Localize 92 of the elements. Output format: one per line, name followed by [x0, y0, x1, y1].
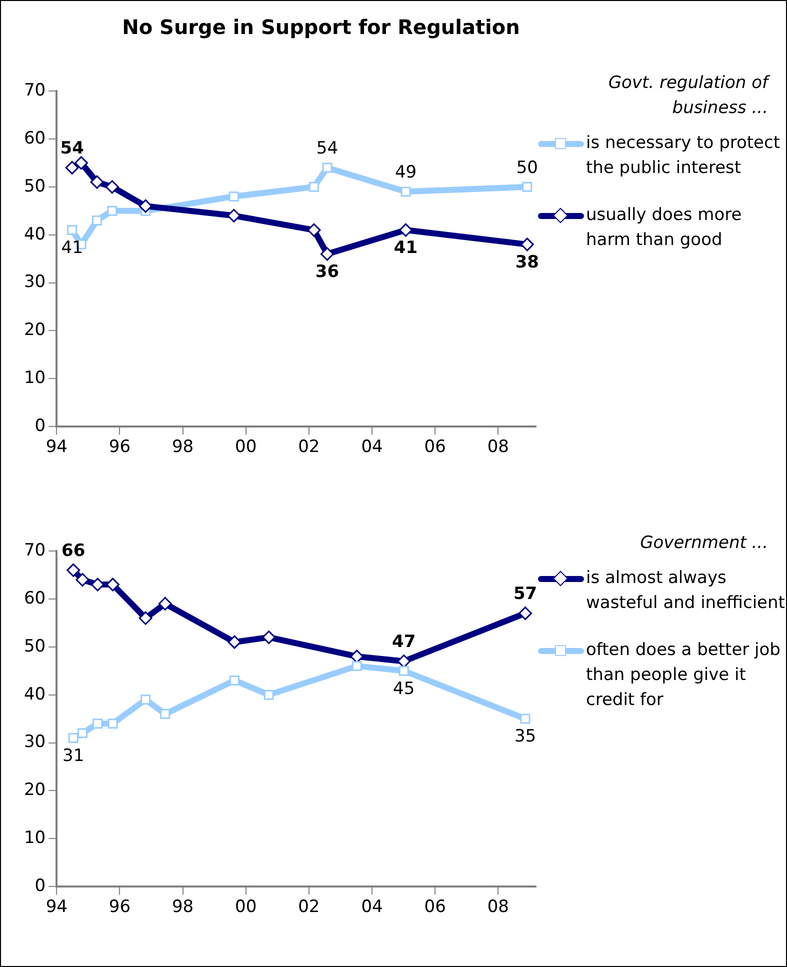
point [67, 225, 78, 236]
y-tick-label: 60 [24, 588, 46, 608]
y-tick-label: 30 [24, 732, 46, 752]
point [65, 160, 79, 174]
point [350, 650, 364, 664]
x-tick-label: 06 [424, 437, 446, 458]
y-tick-label: 10 [24, 368, 46, 388]
y-tick-label: 20 [24, 780, 46, 800]
point [74, 156, 88, 170]
point [138, 199, 152, 213]
x-tick-label: 02 [298, 437, 320, 458]
point [76, 573, 90, 587]
x-tick-label: 08 [487, 437, 509, 458]
data-label: 35 [514, 726, 536, 747]
data-label: 41 [61, 238, 83, 258]
point [92, 718, 103, 729]
y-tick-label: 70 [24, 540, 46, 560]
point [520, 714, 530, 724]
y-tick-label: 30 [24, 272, 46, 292]
x-tick-label: 00 [235, 897, 257, 918]
data-label: 54 [316, 138, 338, 159]
point [352, 661, 362, 672]
legend-title: Government ... [639, 532, 769, 555]
data-label: 50 [516, 158, 538, 178]
legend-label: usually does more harm than good [586, 204, 743, 252]
x-tick-label: 00 [235, 437, 257, 458]
legend-label: is necessary to protect the public interest [586, 132, 782, 180]
y-tick-label: 60 [24, 128, 46, 148]
y-tick-label: 10 [24, 828, 46, 848]
chart-title: No Surge in Support for Regulation [121, 15, 521, 39]
point [90, 578, 104, 592]
y-tick-label: 70 [24, 80, 46, 100]
y-tick-label: 50 [24, 636, 46, 656]
point [264, 690, 274, 700]
point [518, 606, 532, 620]
point [230, 675, 240, 686]
point [108, 718, 118, 729]
point [228, 191, 239, 202]
point [105, 180, 119, 194]
point [160, 709, 170, 719]
y-tick-label: 40 [24, 684, 46, 704]
x-tick-label: 04 [361, 437, 383, 458]
y-tick-label: 0 [34, 876, 46, 896]
x-tick-label: 04 [361, 897, 383, 918]
data-label: 45 [393, 678, 415, 699]
data-label: 31 [62, 746, 84, 766]
x-tick-label: 94 [46, 437, 68, 458]
x-tick-label: 96 [108, 437, 131, 458]
point [90, 175, 104, 189]
point [398, 666, 409, 676]
legend-label: is almost always wasteful and inefficient [586, 567, 786, 615]
data-label: 57 [513, 584, 538, 604]
y-tick-label: 0 [34, 416, 46, 436]
data-label: 49 [394, 162, 417, 183]
point [92, 215, 102, 226]
point [520, 238, 534, 252]
point [307, 223, 321, 237]
point [158, 596, 172, 610]
y-tick-label: 40 [24, 224, 46, 244]
point [138, 611, 152, 625]
point [227, 208, 241, 222]
x-tick-label: 98 [172, 897, 194, 918]
point [262, 630, 276, 644]
point [400, 186, 411, 197]
point [320, 247, 334, 261]
point [228, 635, 242, 649]
x-tick-label: 02 [298, 897, 320, 918]
x-tick-label: 98 [172, 437, 194, 458]
y-tick-label: 50 [24, 176, 46, 196]
data-label: 41 [394, 238, 418, 258]
point [66, 563, 80, 577]
data-label: 38 [515, 252, 540, 272]
data-label: 36 [315, 262, 340, 282]
point [107, 206, 118, 216]
x-tick-label: 96 [108, 897, 131, 918]
data-label: 66 [62, 541, 86, 562]
x-tick-label: 94 [46, 897, 68, 918]
x-tick-label: 08 [487, 897, 509, 918]
point [308, 182, 319, 192]
point [522, 182, 532, 192]
y-tick-label: 20 [24, 320, 46, 340]
data-label: 54 [60, 138, 84, 159]
point [140, 694, 151, 705]
point [68, 732, 78, 743]
data-label: 47 [392, 632, 416, 652]
x-tick-label: 06 [424, 897, 446, 918]
point [78, 728, 88, 738]
point [399, 223, 412, 237]
legend-title: Govt. regulation of business ... [607, 72, 771, 120]
legend-label: often does a better job than people give it credit for [586, 639, 782, 712]
point [322, 162, 332, 173]
point [106, 578, 120, 592]
